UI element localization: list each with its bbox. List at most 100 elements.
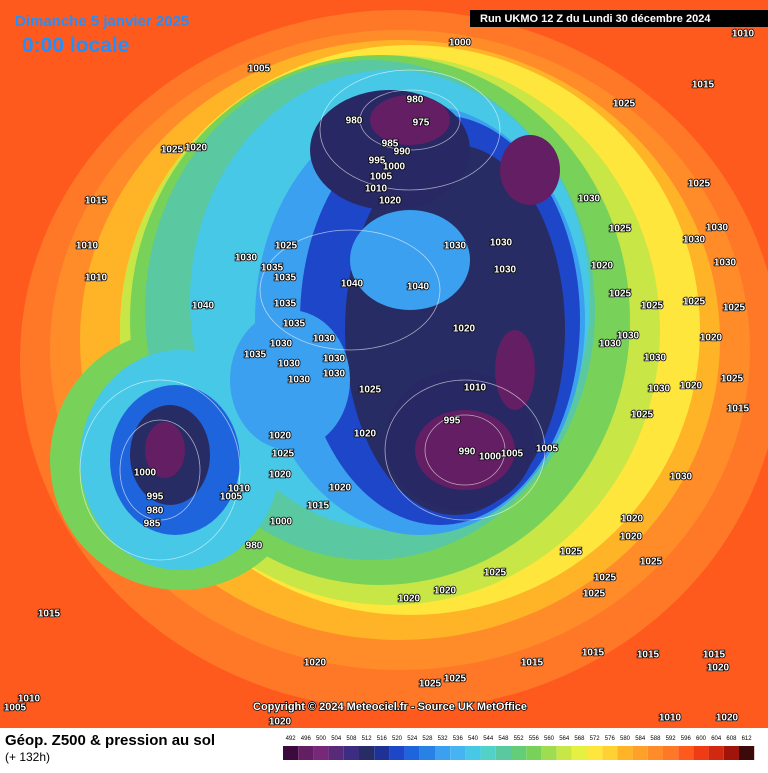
isobar-label: 1040 <box>192 301 215 312</box>
isobar-label: 1025 <box>609 289 632 300</box>
scale-label: 496 <box>301 736 312 742</box>
isobar-label: 1035 <box>261 263 284 274</box>
isobar-label: 1020 <box>620 532 643 543</box>
isobar-label: 1000 <box>479 452 502 463</box>
isobar-label: 1010 <box>228 484 251 495</box>
copyright: Copyright © 2024 Meteociel.fr - Source U… <box>253 701 527 713</box>
isobar-label: 1025 <box>631 410 654 421</box>
isobar-label: 1020 <box>700 333 723 344</box>
scale-label: 596 <box>681 736 692 742</box>
scale-label: 584 <box>635 736 646 742</box>
scale-swatch <box>465 746 481 760</box>
scale-swatch <box>450 746 466 760</box>
isobar-label: 1035 <box>274 273 297 284</box>
run-info: Run UKMO 12 Z du Lundi 30 décembre 2024 <box>480 13 711 25</box>
isobar-label: 1025 <box>723 303 746 314</box>
isobars <box>79 69 546 561</box>
isobar-label: 1010 <box>18 694 41 705</box>
isobar-label: 995 <box>369 156 386 167</box>
isobar-label: 1030 <box>617 331 640 342</box>
scale-label: 520 <box>392 736 403 742</box>
scale-label: 512 <box>362 736 373 742</box>
scale-label: 556 <box>529 736 540 742</box>
scale-swatch <box>617 746 633 760</box>
isobar-label: 995 <box>147 492 164 503</box>
footer-lead: (+ 132h) <box>5 750 50 764</box>
isobar-label: 1030 <box>644 353 667 364</box>
scale-label: 592 <box>666 736 677 742</box>
scale-label: 508 <box>346 736 357 742</box>
scale-swatch <box>313 746 329 760</box>
date: Dimanche 5 janvier 2025 <box>15 13 189 30</box>
scale-label: 588 <box>650 736 661 742</box>
scale-label: 500 <box>316 736 327 742</box>
isobar-label: 990 <box>459 447 476 458</box>
scale-swatch <box>511 746 527 760</box>
scale-label: 548 <box>498 736 509 742</box>
isobar-label: 1030 <box>278 359 301 370</box>
scale-swatch <box>587 746 603 760</box>
isobar-label: 1000 <box>270 517 293 528</box>
scale-swatch <box>571 746 587 760</box>
isobar-label: 1025 <box>641 301 664 312</box>
scale-label: 568 <box>574 736 585 742</box>
isobar-label: 1025 <box>594 573 617 584</box>
footer-title: Géop. Z500 & pression au sol <box>5 732 215 749</box>
isobar-label: 1010 <box>732 29 755 40</box>
isobar-label: 1030 <box>706 223 729 234</box>
scale-label: 560 <box>544 736 555 742</box>
isobar-label: 1020 <box>329 483 352 494</box>
scale-label: 600 <box>696 736 707 742</box>
isobar-label: 1030 <box>313 334 336 345</box>
isobar-label: 1025 <box>419 679 442 690</box>
isobar-label: 1030 <box>494 265 517 276</box>
scale-swatch <box>647 746 663 760</box>
isobar-label: 1015 <box>692 80 715 91</box>
isobar-label: 1005 <box>370 172 393 183</box>
isobar-label: 1020 <box>269 431 292 442</box>
isobar-label: 1005 <box>536 444 559 455</box>
isobar-label: 1005 <box>248 64 271 75</box>
isobar-label: 1030 <box>670 472 693 483</box>
scale-label: 524 <box>407 736 418 742</box>
geopotential-field <box>20 10 768 710</box>
isobar-label: 995 <box>444 416 461 427</box>
isobar-label: 1010 <box>365 184 388 195</box>
scale-label: 608 <box>726 736 737 742</box>
isobar-label: 1020 <box>680 381 703 392</box>
isobar-label: 1030 <box>288 375 311 386</box>
isobar-label: 1030 <box>714 258 737 269</box>
isobar-label: 1025 <box>560 547 583 558</box>
isobar-label: 1015 <box>85 196 108 207</box>
isobar-label: 980 <box>246 541 263 552</box>
isobar-label: 1035 <box>244 350 267 361</box>
scale-label: 492 <box>286 736 297 742</box>
scale-label: 604 <box>711 736 722 742</box>
isobar-label: 1035 <box>274 299 297 310</box>
scale-swatch <box>541 746 557 760</box>
scale-swatch <box>632 746 648 760</box>
isobar-label: 1020 <box>354 429 377 440</box>
scale-swatch <box>678 746 694 760</box>
isobar-label: 1020 <box>269 470 292 481</box>
scale-swatch <box>359 746 375 760</box>
scale-label: 532 <box>438 736 449 742</box>
scale-label: 612 <box>742 736 753 742</box>
scale-swatch <box>693 746 709 760</box>
isobar-label: 1015 <box>307 501 330 512</box>
isobar-label: 1025 <box>272 449 295 460</box>
scale-label: 564 <box>559 736 570 742</box>
isobar-label: 1025 <box>609 224 632 235</box>
scale-swatch <box>404 746 420 760</box>
isobar-label: 1010 <box>464 383 487 394</box>
isobar-label: 1010 <box>85 273 108 284</box>
scale-swatch <box>389 746 405 760</box>
isobar-label: 1030 <box>599 339 622 350</box>
isobar-label: 1025 <box>161 145 184 156</box>
scale-swatch <box>708 746 724 760</box>
isobar-label: 1025 <box>444 674 467 685</box>
isobar-label: 1020 <box>269 717 292 728</box>
isobar-label: 1020 <box>398 594 421 605</box>
